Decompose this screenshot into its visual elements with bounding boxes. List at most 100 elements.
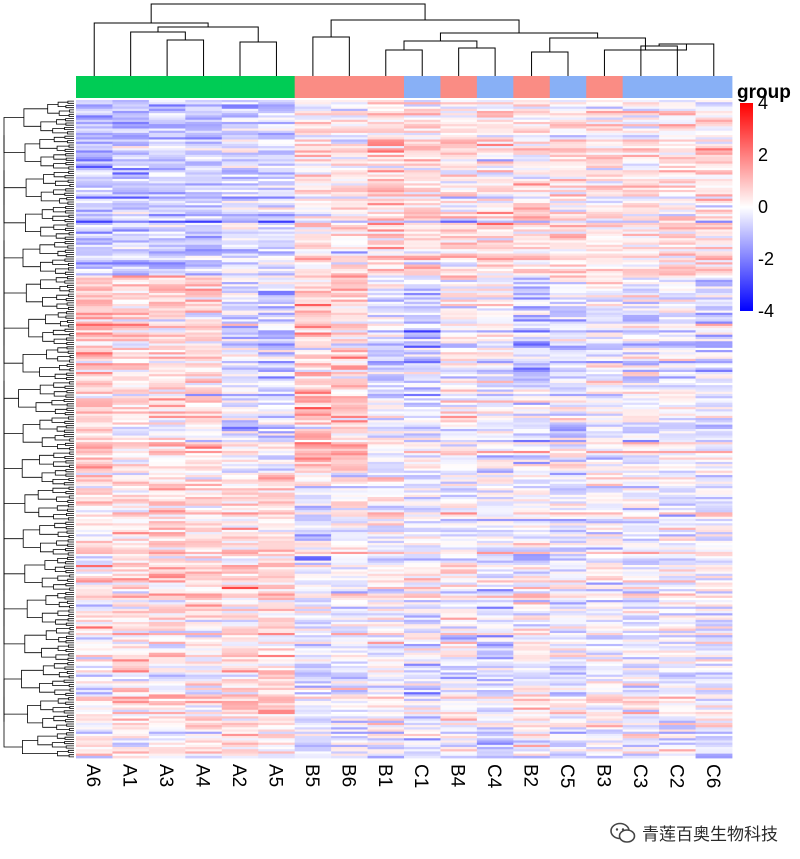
heatmap-cell — [294, 174, 332, 178]
heatmap-cell — [258, 420, 296, 423]
heatmap-cell — [476, 437, 514, 441]
heatmap-cell — [185, 209, 223, 213]
heatmap-cell — [622, 663, 660, 667]
heatmap-cell — [440, 242, 478, 246]
heatmap-cell — [294, 113, 332, 116]
heatmap-cell — [221, 198, 259, 202]
heatmap-cell — [549, 429, 587, 432]
heatmap-cell — [367, 216, 405, 219]
heatmap-cell — [695, 141, 733, 145]
heatmap-cell — [476, 540, 514, 544]
heatmap-cell — [513, 128, 551, 132]
heatmap-cell — [440, 218, 478, 222]
heatmap-cell — [148, 378, 186, 382]
dendrogram-link — [65, 640, 74, 644]
heatmap-cell — [112, 562, 150, 566]
heatmap-cell — [331, 240, 368, 243]
heatmap-cell — [331, 499, 368, 502]
heatmap-cell — [549, 396, 587, 399]
heatmap-cell — [404, 527, 441, 531]
heatmap-cell — [331, 347, 368, 351]
heatmap-cell — [659, 527, 696, 531]
heatmap-cell — [695, 407, 733, 410]
heatmap-cell — [148, 646, 186, 649]
heatmap-cell — [76, 214, 113, 217]
heatmap-cell — [294, 211, 332, 215]
heatmap-cell — [440, 584, 478, 588]
dendrogram-link — [68, 478, 74, 481]
heatmap-cell — [549, 613, 587, 616]
heatmap-cell — [549, 619, 587, 623]
heatmap-cell — [659, 632, 696, 636]
heatmap-cell — [659, 593, 696, 597]
heatmap-cell — [404, 455, 441, 458]
heatmap-cell — [695, 314, 733, 318]
dendrogram-link — [439, 32, 599, 41]
heatmap-cell — [112, 323, 150, 327]
heatmap-cell — [476, 100, 514, 103]
heatmap-cell — [440, 518, 478, 522]
heatmap-cell — [185, 659, 223, 662]
heatmap-cell — [367, 439, 405, 443]
heatmap-cell — [258, 578, 296, 581]
heatmap-cell — [258, 604, 296, 608]
heatmap-cell — [586, 657, 624, 660]
heatmap-cell — [112, 286, 150, 290]
heatmap-cell — [112, 512, 150, 515]
heatmap-cell — [440, 308, 478, 311]
heatmap-cell — [185, 444, 223, 447]
heatmap-cell — [440, 222, 478, 226]
heatmap-cell — [659, 547, 696, 551]
heatmap-cell — [513, 192, 551, 195]
heatmap-cell — [367, 518, 405, 522]
heatmap-cell — [513, 130, 551, 134]
heatmap-cell — [331, 468, 368, 472]
heatmap-cell — [622, 121, 660, 125]
heatmap-cell — [476, 654, 514, 658]
heatmap-cell — [622, 654, 660, 658]
heatmap-cell — [659, 606, 696, 610]
heatmap-cell — [258, 181, 296, 184]
heatmap-cell — [513, 358, 551, 362]
heatmap-cell — [440, 279, 478, 283]
heatmap-cell — [258, 512, 296, 515]
heatmap-cell — [659, 235, 696, 239]
heatmap-cell — [440, 536, 478, 540]
heatmap-cell — [331, 532, 368, 535]
heatmap-cell — [404, 540, 441, 544]
heatmap-cell — [476, 130, 514, 134]
heatmap-cell — [185, 402, 223, 406]
heatmap-cell — [367, 637, 405, 640]
heatmap-cell — [659, 174, 696, 178]
heatmap-cell — [221, 178, 259, 182]
heatmap-cell — [622, 637, 660, 640]
heatmap-cell — [185, 159, 223, 162]
dendrogram-link — [65, 473, 74, 477]
heatmap-cell — [185, 130, 223, 134]
heatmap-cell — [294, 578, 332, 581]
heatmap-cell — [367, 654, 405, 658]
heatmap-cell — [148, 503, 186, 507]
heatmap-cell — [549, 483, 587, 487]
heatmap-cell — [221, 297, 259, 300]
heatmap-cell — [221, 159, 259, 162]
heatmap-cell — [659, 154, 696, 158]
heatmap-cell — [476, 547, 514, 551]
heatmap-cell — [695, 146, 733, 149]
heatmap-cell — [185, 505, 223, 509]
heatmap-cell — [513, 132, 551, 136]
heatmap-cell — [258, 352, 296, 355]
heatmap-cell — [513, 659, 551, 662]
heatmap-cell — [185, 389, 223, 393]
dendrogram-link — [64, 596, 74, 600]
heatmap-cell — [476, 181, 514, 184]
heatmap-cell — [221, 332, 259, 336]
heatmap-cell — [659, 507, 696, 511]
heatmap-cell — [367, 235, 405, 239]
heatmap-cell — [476, 115, 514, 118]
heatmap-cell — [76, 266, 113, 270]
heatmap-cell — [331, 323, 368, 327]
heatmap-cell — [294, 220, 332, 224]
heatmap-cell — [258, 523, 296, 526]
heatmap-cell — [440, 393, 478, 397]
